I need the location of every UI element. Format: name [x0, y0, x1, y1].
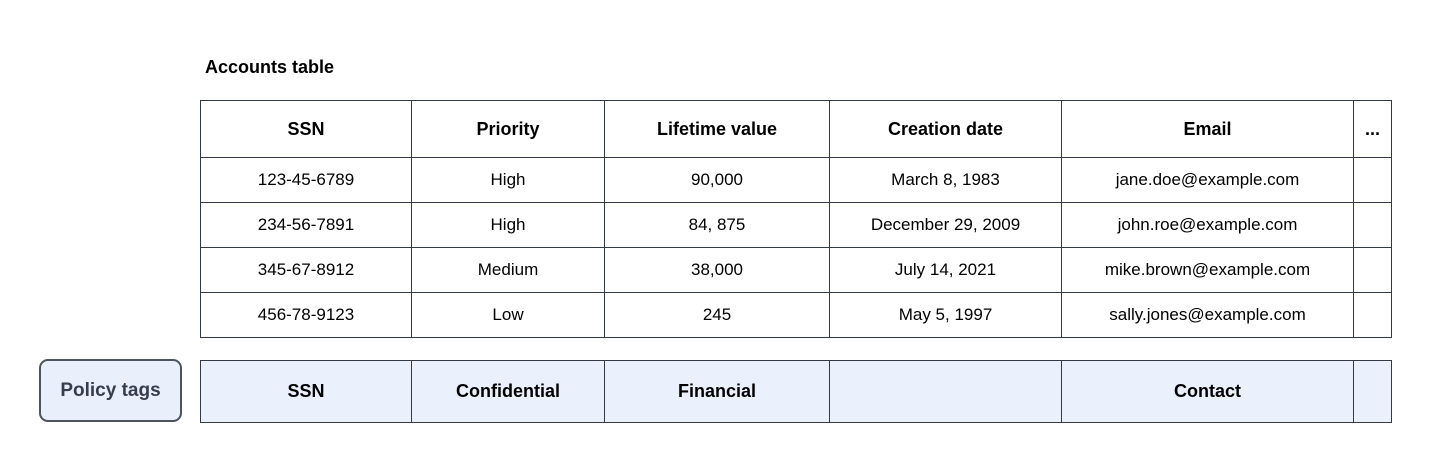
policy-tags-label[interactable]: Policy tags [39, 359, 182, 422]
policy-tag-cell-empty [829, 360, 1062, 423]
table-row: 345-67-8912 Medium 38,000 July 14, 2021 … [200, 247, 1392, 293]
cell-more [1353, 157, 1392, 203]
cell-priority: High [411, 202, 605, 248]
column-header-creation-date: Creation date [829, 100, 1062, 158]
cell-more [1353, 292, 1392, 338]
policy-tag-cell-more-empty [1353, 360, 1392, 423]
cell-more [1353, 202, 1392, 248]
cell-lifetime-value: 84, 875 [604, 202, 830, 248]
cell-creation-date: March 8, 1983 [829, 157, 1062, 203]
column-header-priority: Priority [411, 100, 605, 158]
policy-tag-cell-confidential: Confidential [411, 360, 605, 423]
policy-tag-cell-contact: Contact [1061, 360, 1354, 423]
cell-ssn: 345-67-8912 [200, 247, 412, 293]
policy-tags-label-text: Policy tags [60, 379, 161, 401]
header-row: SSN Priority Lifetime value Creation dat… [200, 100, 1392, 158]
cell-creation-date: May 5, 1997 [829, 292, 1062, 338]
cell-ssn: 123-45-6789 [200, 157, 412, 203]
cell-priority: Medium [411, 247, 605, 293]
policy-tag-cell-financial: Financial [604, 360, 830, 423]
cell-ssn: 234-56-7891 [200, 202, 412, 248]
table-row: 234-56-7891 High 84, 875 December 29, 20… [200, 202, 1392, 248]
policy-tags-row: SSN Confidential Financial Contact [200, 360, 1392, 423]
cell-priority: Low [411, 292, 605, 338]
cell-email: jane.doe@example.com [1061, 157, 1354, 203]
cell-lifetime-value: 38,000 [604, 247, 830, 293]
cell-more [1353, 247, 1392, 293]
accounts-table: SSN Priority Lifetime value Creation dat… [200, 100, 1392, 338]
cell-creation-date: December 29, 2009 [829, 202, 1062, 248]
cell-email: john.roe@example.com [1061, 202, 1354, 248]
column-header-email: Email [1061, 100, 1354, 158]
column-header-ssn: SSN [200, 100, 412, 158]
column-header-lifetime-value: Lifetime value [604, 100, 830, 158]
column-header-more-ellipsis[interactable]: ... [1353, 100, 1392, 158]
cell-email: sally.jones@example.com [1061, 292, 1354, 338]
policy-tag-cell-ssn: SSN [200, 360, 412, 423]
table-row: 456-78-9123 Low 245 May 5, 1997 sally.jo… [200, 292, 1392, 338]
table-row: 123-45-6789 High 90,000 March 8, 1983 ja… [200, 157, 1392, 203]
table-title: Accounts table [205, 57, 335, 77]
cell-priority: High [411, 157, 605, 203]
cell-email: mike.brown@example.com [1061, 247, 1354, 293]
cell-lifetime-value: 90,000 [604, 157, 830, 203]
policy-tag-row: SSN Confidential Financial Contact [200, 360, 1392, 423]
cell-creation-date: July 14, 2021 [829, 247, 1062, 293]
cell-lifetime-value: 245 [604, 292, 830, 338]
cell-ssn: 456-78-9123 [200, 292, 412, 338]
